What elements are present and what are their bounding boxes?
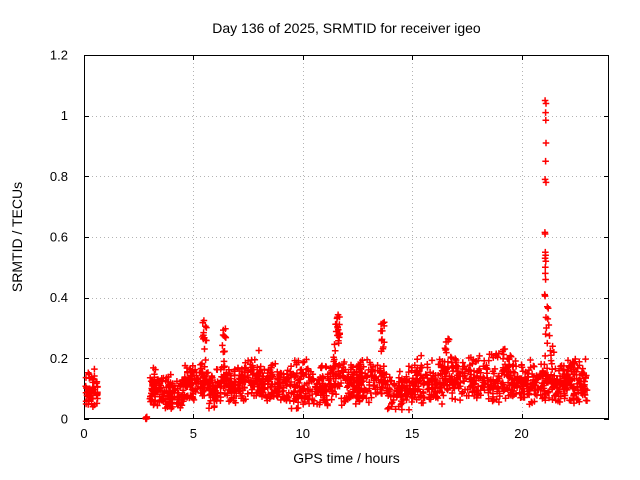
y-tick-label: 0.2 [50, 351, 68, 366]
y-tick-label: 0.4 [50, 290, 68, 305]
chart-title: Day 136 of 2025, SRMTID for receiver ige… [212, 20, 481, 36]
gridlines [84, 55, 609, 419]
scatter-points [82, 97, 591, 423]
x-tick-label: 0 [80, 426, 87, 441]
y-tick-label: 1 [61, 108, 68, 123]
scatter-points-layer [82, 97, 591, 423]
x-tick-label: 15 [405, 426, 419, 441]
axes-and-ticks [84, 55, 609, 420]
x-tick-label: 5 [190, 426, 197, 441]
y-tick-label: 0.8 [50, 169, 68, 184]
x-tick-label: 10 [296, 426, 310, 441]
x-tick-label: 20 [514, 426, 528, 441]
x-axis-label: GPS time / hours [293, 450, 400, 466]
tick-labels: 0 5 10 15 20 0 0.2 0.4 0.6 0.8 1 1.2 [50, 48, 529, 442]
y-tick-label: 1.2 [50, 48, 68, 63]
y-axis-label: SRMTID / TECUs [9, 182, 25, 292]
y-tick-label: 0.6 [50, 230, 68, 245]
y-tick-label: 0 [61, 412, 68, 427]
